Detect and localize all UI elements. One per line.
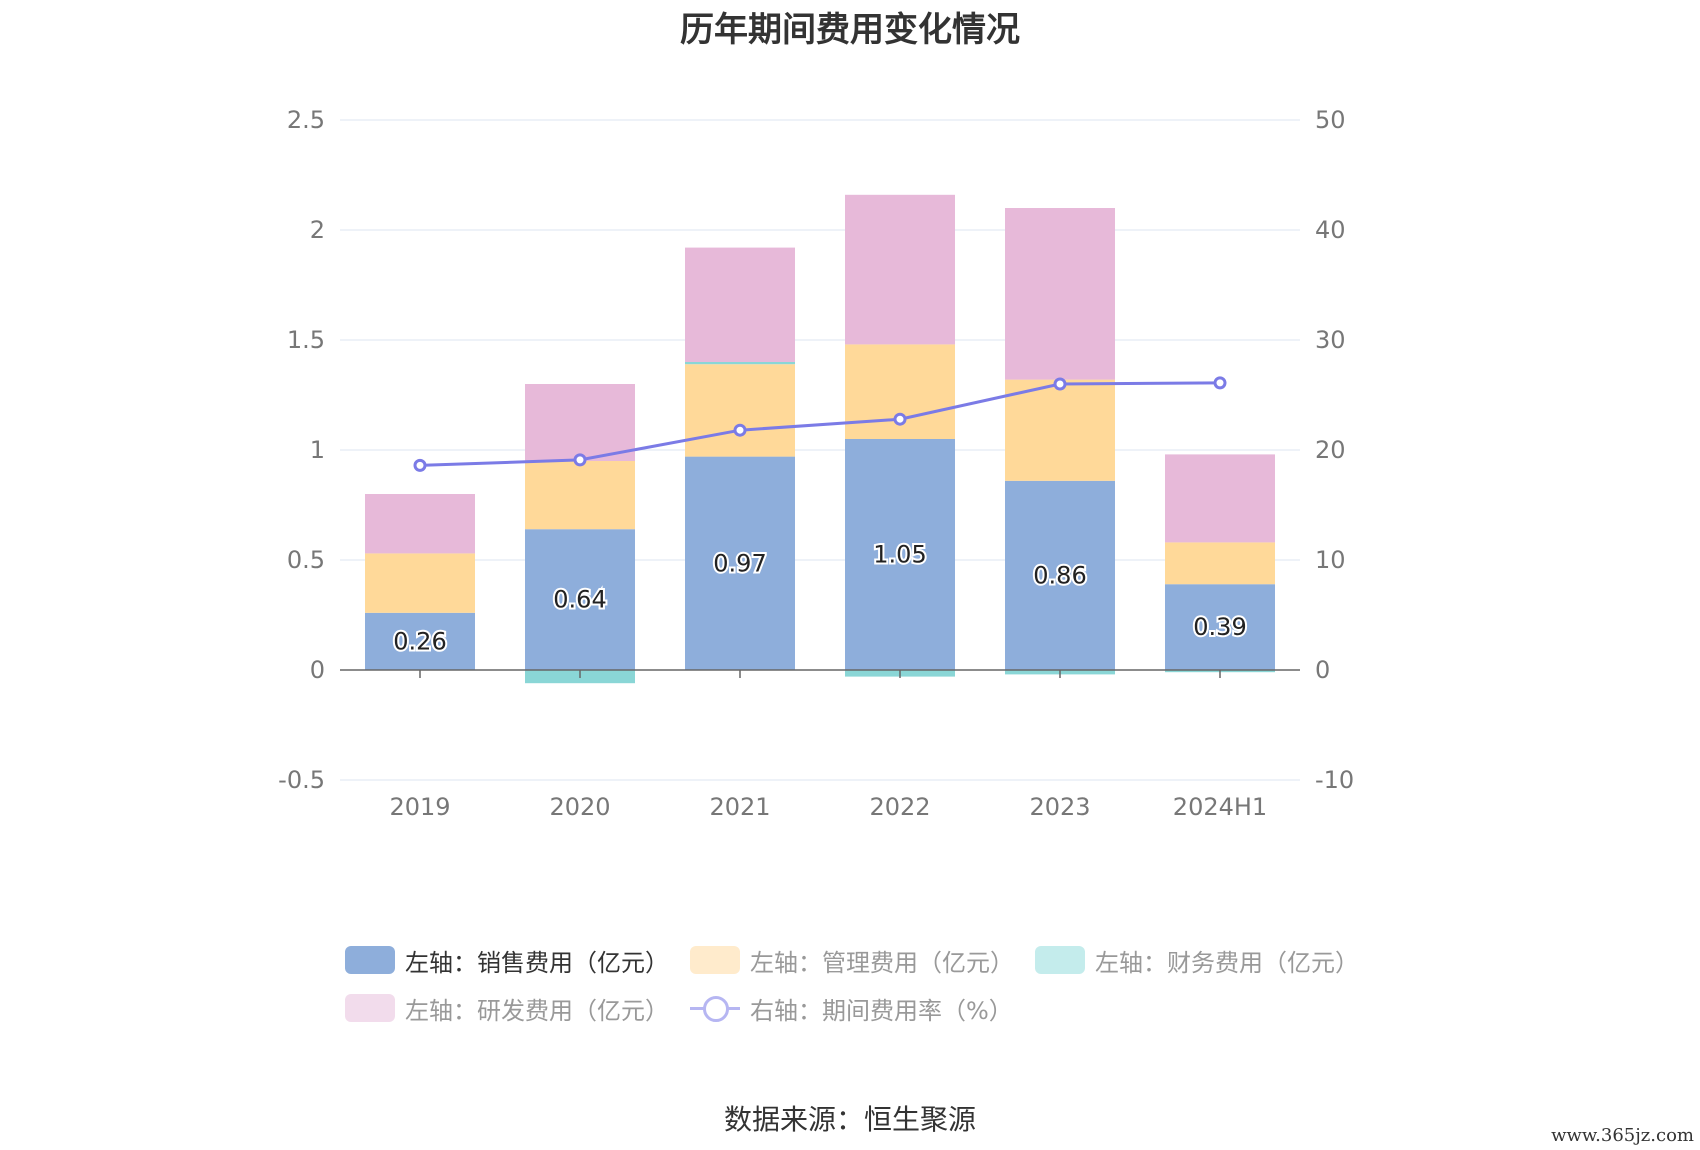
bar-rnd — [1165, 454, 1275, 543]
bar-admin — [1165, 542, 1275, 585]
chart-canvas: 2.5 2 1.5 1 0.5 0 -0.5 50 40 30 20 10 0 -10 2019 2020 20… — [278, 106, 1354, 821]
x-tick-label: 2020 — [549, 793, 610, 821]
legend-item[interactable]: 左轴：销售费用（亿元） — [345, 940, 669, 980]
data-label-sales: 0.86 — [1033, 561, 1086, 589]
bar-rnd — [685, 247, 795, 362]
y-left-tick-label: 1.5 — [287, 326, 325, 354]
y-left-tick-label: 0.5 — [287, 546, 325, 574]
legend-swatch — [690, 994, 740, 1022]
bar-admin — [685, 364, 795, 457]
rate-point — [1053, 377, 1067, 391]
y-left-tick-label: 2 — [310, 216, 325, 244]
bar-sales — [1165, 584, 1275, 670]
y-right-tick-label: 0 — [1315, 656, 1330, 684]
data-label-sales: 1.05 — [873, 541, 926, 569]
legend-item[interactable]: 右轴：期间费用率（%） — [690, 988, 1013, 1028]
rate-point — [893, 412, 907, 426]
y-right-tick-label: 10 — [1315, 546, 1346, 574]
legend-label: 左轴：销售费用（亿元） — [405, 948, 669, 977]
legend-label: 左轴：管理费用（亿元） — [750, 948, 1014, 977]
y-right-tick-label: -10 — [1315, 766, 1354, 794]
bar-rnd — [845, 194, 955, 345]
y-left-tick-label: -0.5 — [278, 766, 325, 794]
legend-item[interactable]: 左轴：研发费用（亿元） — [345, 988, 669, 1028]
data-label-sales: 0.26 — [393, 627, 446, 655]
bar-sales — [845, 439, 955, 670]
legend-swatch — [345, 946, 395, 974]
legend-swatch — [1035, 946, 1085, 974]
data-label-sales: 0.97 — [713, 549, 766, 577]
bar-sales — [1005, 480, 1115, 670]
bar-sales — [365, 612, 475, 670]
x-tick-label: 2024H1 — [1173, 793, 1267, 821]
data-label-sales: 0.39 — [1193, 613, 1246, 641]
rate-point — [413, 458, 427, 472]
data-label-sales: 0.64 — [553, 586, 606, 614]
bar-finance — [685, 362, 795, 365]
y-right-tick-label: 20 — [1315, 436, 1346, 464]
bar-admin — [525, 461, 635, 530]
x-tick-label: 2019 — [389, 793, 450, 821]
bar-admin — [1005, 379, 1115, 481]
legend-label: 左轴：研发费用（亿元） — [405, 996, 669, 1025]
legend-item[interactable]: 左轴：财务费用（亿元） — [1035, 940, 1359, 980]
rate-point — [1213, 376, 1227, 390]
legend-label: 左轴：财务费用（亿元） — [1095, 948, 1359, 977]
legend-label: 右轴：期间费用率（%） — [750, 996, 1013, 1025]
y-right-tick-label: 30 — [1315, 326, 1346, 354]
rate-point — [573, 453, 587, 467]
bar-rnd — [365, 494, 475, 554]
x-tick-label: 2023 — [1029, 793, 1090, 821]
y-right-tick-label: 40 — [1315, 216, 1346, 244]
legend-swatch — [690, 946, 740, 974]
bar-sales — [525, 529, 635, 670]
y-left-tick-label: 1 — [310, 436, 325, 464]
bar-rnd — [525, 384, 635, 461]
legend-swatch — [345, 994, 395, 1022]
y-left-tick-label: 2.5 — [287, 106, 325, 134]
watermark: www.365jz.com — [1551, 1125, 1694, 1146]
rate-point — [733, 423, 747, 437]
y-left-tick-label: 0 — [310, 656, 325, 684]
x-tick-label: 2022 — [869, 793, 930, 821]
bar-sales — [685, 456, 795, 670]
data-source: 数据来源：恒生聚源 — [723, 1103, 976, 1136]
x-tick-label: 2021 — [709, 793, 770, 821]
bar-rnd — [1005, 208, 1115, 380]
rate-line — [419, 381, 1221, 467]
y-right-tick-label: 50 — [1315, 106, 1346, 134]
chart-title: 历年期间费用变化情况 — [680, 10, 1020, 50]
bar-admin — [365, 553, 475, 613]
legend-item[interactable]: 左轴：管理费用（亿元） — [690, 940, 1014, 980]
